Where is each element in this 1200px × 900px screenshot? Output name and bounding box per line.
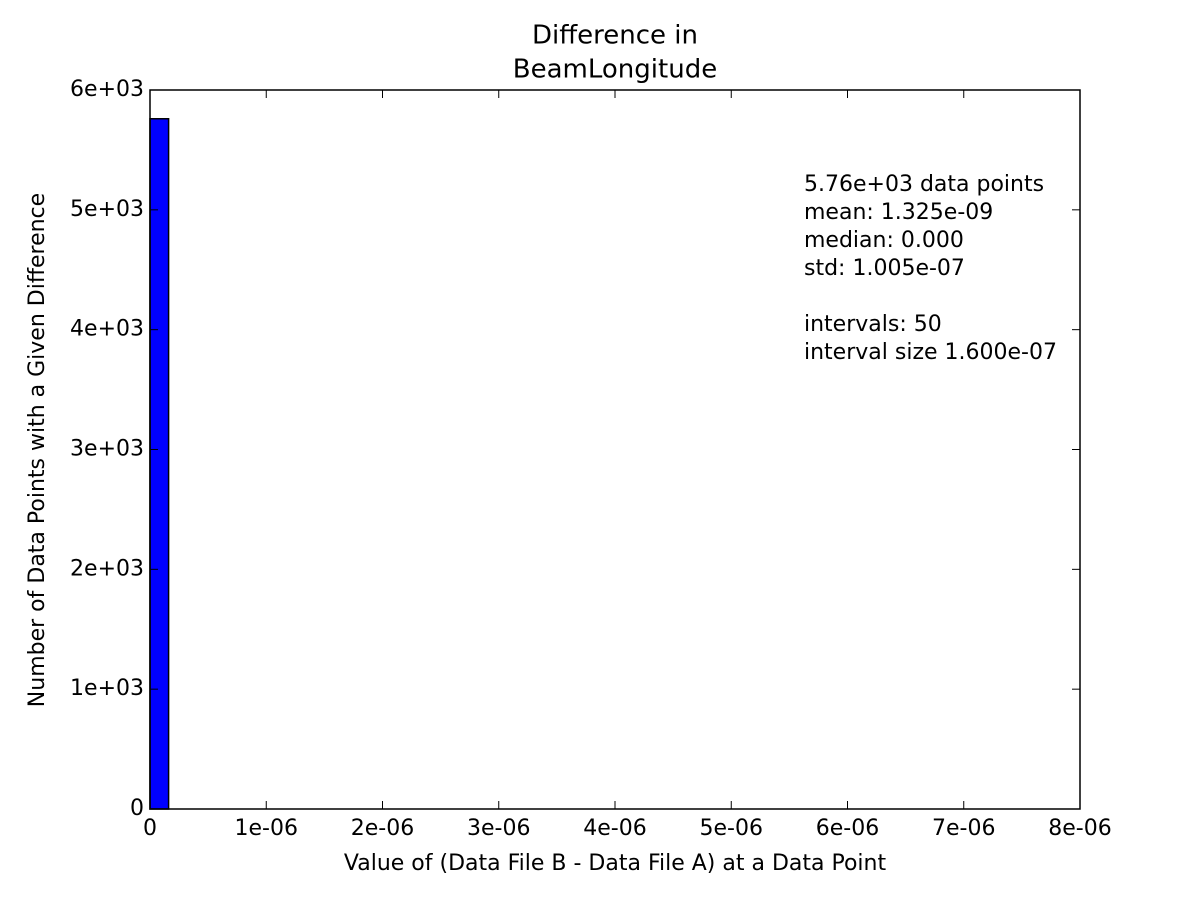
x-tick-label: 0 [143, 816, 157, 841]
y-tick-label: 3e+03 [70, 437, 144, 462]
annotation: mean: 1.325e-09 [804, 200, 993, 225]
x-tick-label: 6e-06 [816, 816, 879, 841]
y-tick-label: 6e+03 [70, 77, 144, 102]
y-tick-label: 5e+03 [70, 197, 144, 222]
y-tick-label: 2e+03 [70, 556, 144, 581]
annotation: 5.76e+03 data points [804, 172, 1044, 197]
chart-title: BeamLongitude [513, 55, 717, 85]
bar [149, 118, 170, 810]
y-axis-label: Number of Data Points with a Given Diffe… [25, 193, 50, 707]
x-tick-label: 1e-06 [235, 816, 298, 841]
x-tick-label: 4e-06 [583, 816, 646, 841]
x-tick-label: 5e-06 [700, 816, 763, 841]
annotation: std: 1.005e-07 [804, 256, 965, 281]
chart-title: Difference in [532, 21, 698, 51]
annotation: intervals: 50 [804, 312, 942, 337]
annotation: median: 0.000 [804, 228, 964, 253]
x-axis-label: Value of (Data File B - Data File A) at … [344, 851, 887, 876]
x-tick-label: 8e-06 [1048, 816, 1111, 841]
y-tick-label: 0 [130, 796, 144, 821]
annotation: interval size 1.600e-07 [804, 340, 1057, 365]
x-tick-label: 7e-06 [932, 816, 995, 841]
x-tick-label: 2e-06 [351, 816, 414, 841]
x-tick-label: 3e-06 [467, 816, 530, 841]
y-tick-label: 4e+03 [70, 317, 144, 342]
y-tick-label: 1e+03 [70, 676, 144, 701]
